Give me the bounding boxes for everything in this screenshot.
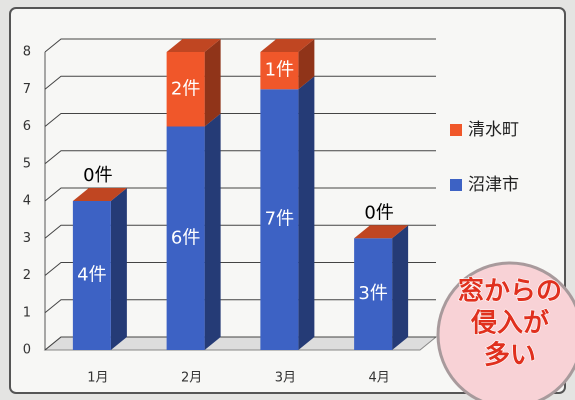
page: 窓からの侵入が多い 0 1 2 3 4 5 6 7 8 1月 4件 0件 2月 6件 2件 3月 7件 1件 4月 3… — [0, 0, 575, 400]
bar-side — [392, 225, 408, 350]
annotation: 多い — [484, 341, 536, 371]
bar-side — [205, 114, 221, 351]
value-label: 6件 — [171, 227, 200, 248]
y-tick-label: 1 — [23, 305, 31, 320]
bar-side — [298, 76, 314, 350]
x-tick-label: 4月 — [368, 371, 389, 386]
chart: 窓からの侵入が多い 0 1 2 3 4 5 6 7 8 1月 4件 0件 2月 6件 2件 3月 7件 1件 4月 3… — [0, 0, 575, 400]
value-label: 7件 — [265, 209, 294, 230]
legend-label: 沼津市 — [468, 175, 519, 195]
annotation: 侵入が — [470, 308, 549, 339]
bar-side — [205, 39, 221, 127]
value-label: 3件 — [358, 283, 387, 304]
value-label: 1件 — [265, 60, 294, 81]
x-tick-label: 3月 — [275, 371, 296, 386]
bar-side — [111, 188, 127, 350]
value-label: 0件 — [364, 202, 393, 223]
value-label: 4件 — [77, 265, 106, 286]
y-tick-label: 6 — [23, 119, 31, 134]
y-tick-label: 2 — [23, 268, 31, 283]
x-tick-label: 2月 — [181, 371, 202, 386]
y-tick-label: 0 — [23, 343, 31, 358]
legend-swatch — [450, 179, 462, 191]
annotation: 窓からの — [458, 276, 562, 307]
legend-label: 清水町 — [468, 120, 519, 140]
value-label: 2件 — [171, 78, 200, 99]
y-tick-label: 8 — [23, 45, 31, 60]
y-tick-label: 7 — [23, 82, 31, 97]
value-label: 0件 — [83, 165, 112, 186]
x-tick-label: 1月 — [87, 371, 108, 386]
y-tick-label: 4 — [23, 194, 31, 209]
y-tick-label: 5 — [23, 156, 31, 171]
y-tick-label: 3 — [23, 231, 31, 246]
legend-swatch — [450, 124, 462, 136]
